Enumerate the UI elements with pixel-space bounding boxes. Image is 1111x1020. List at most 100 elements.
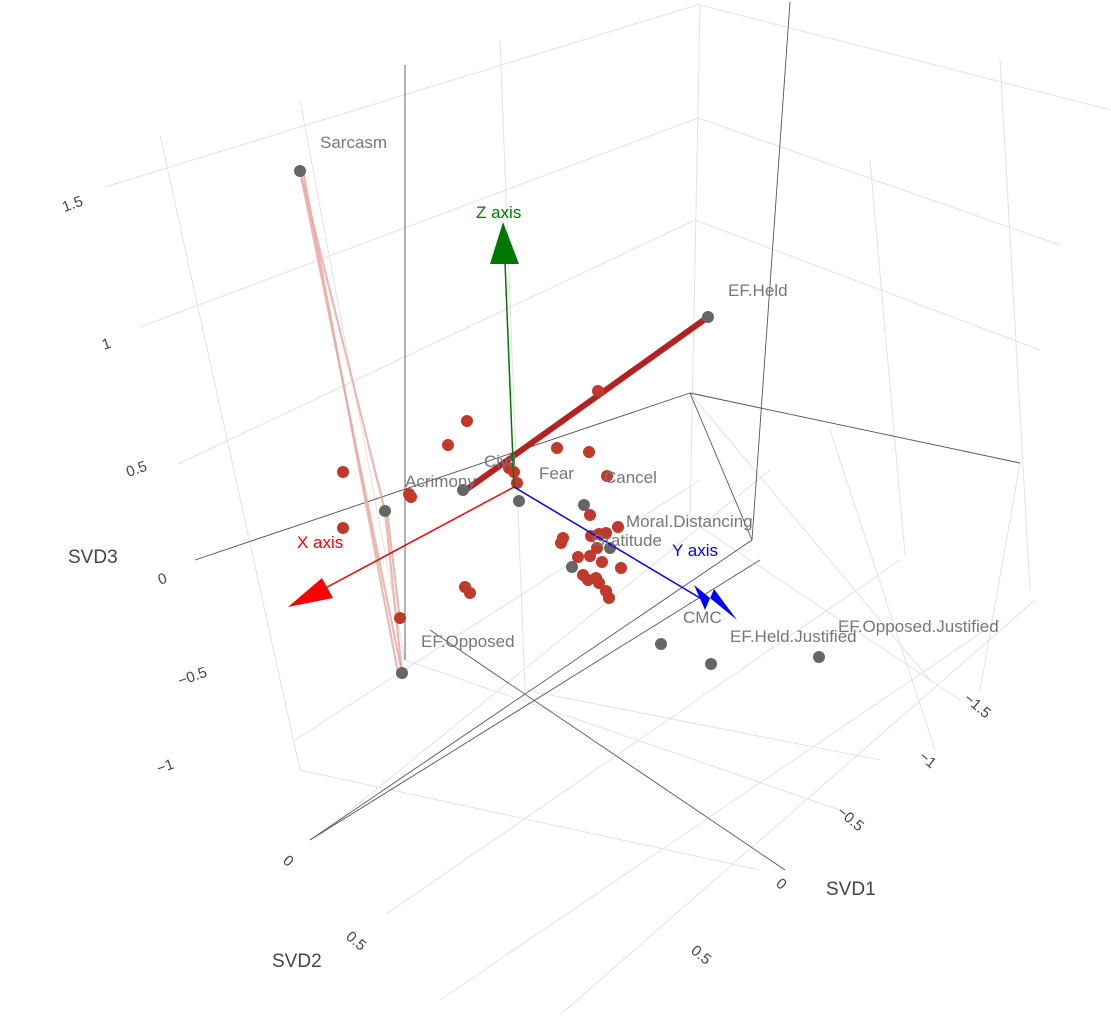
data-point: [582, 574, 594, 586]
data-point: [396, 667, 408, 679]
y-arrow-label: Y axis: [672, 541, 718, 560]
frame-line: [309, 559, 761, 841]
data-point: [555, 537, 567, 549]
y-tick: 0: [279, 852, 296, 870]
x-tick: −1.5: [960, 690, 994, 722]
x-arrow-head: [288, 578, 333, 607]
frame-line: [689, 392, 753, 541]
z-ticks: −1 −0.5 0 0.5 1 1.5: [60, 193, 209, 778]
data-point: [578, 499, 590, 511]
point-label: EF.Opposed.Justified: [838, 617, 999, 636]
y-tick: 0.5: [342, 928, 369, 954]
y-ticks: 0 0.5: [279, 852, 369, 954]
grid-line: [404, 659, 841, 811]
point-label: EF.Held.Justified: [730, 627, 857, 646]
x-ticks: 0 −0.5 −1 −1.5: [772, 690, 994, 893]
data-point: [584, 509, 596, 521]
grid-line: [689, 4, 701, 521]
z-tick: 1: [100, 335, 114, 354]
grid-line: [319, 469, 771, 836]
data-point: [461, 415, 473, 427]
data-point: [813, 651, 825, 663]
x-arrow-line: [317, 486, 515, 593]
connector-line: [385, 510, 402, 621]
frame-line: [751, 1, 791, 541]
reference-arrows: [288, 222, 737, 620]
data-point: [604, 542, 616, 554]
data-point: [379, 505, 391, 517]
frame-line: [429, 629, 786, 871]
front-ticks: 0.5: [687, 942, 714, 968]
grid-line: [694, 219, 1041, 351]
x-axis-title: SVD1: [826, 879, 876, 900]
y-arrow-head: [694, 585, 737, 620]
data-point: [655, 638, 667, 650]
z-arrow-line: [504, 261, 515, 488]
data-point: [551, 442, 563, 454]
connector-line: [383, 510, 404, 674]
grid-line: [559, 599, 1036, 1016]
data-point: [600, 527, 612, 539]
z-arrow-label: Z axis: [476, 203, 521, 222]
axis-frame: [194, 1, 1021, 871]
z-arrow-head: [490, 222, 519, 264]
grid-line: [439, 619, 1001, 1001]
frame-line: [194, 392, 691, 561]
point-label: EF.Opposed: [421, 632, 515, 651]
z-tick: −0.5: [176, 664, 210, 690]
data-point: [603, 592, 615, 604]
data-point: [513, 495, 525, 507]
z-tick: 1.5: [60, 193, 85, 216]
y-arrow-line: [513, 486, 701, 599]
data-point: [584, 550, 596, 562]
data-point: [572, 551, 584, 563]
x-arrow-label: X axis: [297, 533, 343, 552]
grid-line: [294, 479, 701, 741]
frame-line: [309, 539, 753, 841]
data-point: [705, 658, 717, 670]
grid-line: [139, 117, 699, 328]
data-point: [592, 385, 604, 397]
grid-line: [384, 559, 901, 916]
data-point: [294, 165, 306, 177]
z-axis-title: SVD3: [68, 547, 118, 568]
point-label: Gratitude: [592, 531, 662, 550]
grid-line: [999, 59, 1031, 591]
z-tick: 0: [156, 570, 170, 589]
connector-lines: [298, 170, 710, 674]
data-point: [464, 587, 476, 599]
grid-line: [829, 429, 936, 751]
x-tick: 0: [772, 875, 789, 893]
grid-line: [104, 3, 701, 188]
data-point: [442, 439, 454, 451]
data-point: [457, 484, 469, 496]
grid-line: [524, 689, 881, 761]
data-point: [612, 521, 624, 533]
grid-line: [299, 769, 761, 871]
grid-lines: [104, 3, 1111, 1016]
front-tick: 0.5: [687, 942, 714, 968]
data-point: [405, 491, 417, 503]
grid-line: [697, 117, 1061, 246]
grid-line: [177, 219, 696, 465]
data-point: [593, 577, 605, 589]
point-label: Civil: [484, 452, 516, 471]
grid-line: [689, 519, 961, 701]
point-label: Sarcasm: [320, 133, 387, 152]
point-label: CMC: [683, 608, 722, 627]
data-point: [337, 522, 349, 534]
point-label: Moral.Distancing: [626, 512, 753, 531]
grid-line: [499, 39, 526, 691]
grid-line: [689, 392, 931, 681]
z-tick: 0.5: [124, 458, 149, 481]
grid-line: [699, 4, 1111, 111]
y-axis-title: SVD2: [272, 951, 322, 972]
data-point: [596, 556, 608, 568]
point-label: Fear: [539, 464, 574, 483]
data-point: [591, 542, 603, 554]
connector-line: [301, 170, 400, 674]
x-tick: −0.5: [833, 803, 867, 835]
x-tick: −1: [915, 748, 939, 772]
